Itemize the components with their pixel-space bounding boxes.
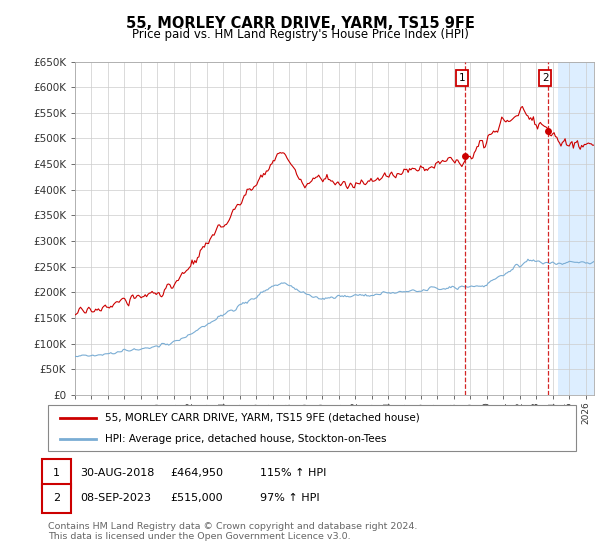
Text: 55, MORLEY CARR DRIVE, YARM, TS15 9FE (detached house): 55, MORLEY CARR DRIVE, YARM, TS15 9FE (d… bbox=[105, 413, 420, 423]
Text: £515,000: £515,000 bbox=[170, 493, 223, 503]
Text: 08-SEP-2023: 08-SEP-2023 bbox=[80, 493, 151, 503]
Text: 2: 2 bbox=[53, 493, 60, 503]
Text: Price paid vs. HM Land Registry's House Price Index (HPI): Price paid vs. HM Land Registry's House … bbox=[131, 28, 469, 41]
Text: £464,950: £464,950 bbox=[170, 468, 223, 478]
Text: HPI: Average price, detached house, Stockton-on-Tees: HPI: Average price, detached house, Stoc… bbox=[105, 435, 386, 444]
Text: 2: 2 bbox=[542, 73, 548, 83]
Text: 115% ↑ HPI: 115% ↑ HPI bbox=[260, 468, 326, 478]
Text: 55, MORLEY CARR DRIVE, YARM, TS15 9FE: 55, MORLEY CARR DRIVE, YARM, TS15 9FE bbox=[125, 16, 475, 31]
Text: 1: 1 bbox=[53, 468, 60, 478]
Bar bbox=[558, 62, 594, 395]
Text: 30-AUG-2018: 30-AUG-2018 bbox=[80, 468, 154, 478]
Text: 1: 1 bbox=[459, 73, 466, 83]
Text: 97% ↑ HPI: 97% ↑ HPI bbox=[260, 493, 319, 503]
Text: Contains HM Land Registry data © Crown copyright and database right 2024.
This d: Contains HM Land Registry data © Crown c… bbox=[48, 522, 418, 542]
Bar bbox=[558, 62, 594, 395]
